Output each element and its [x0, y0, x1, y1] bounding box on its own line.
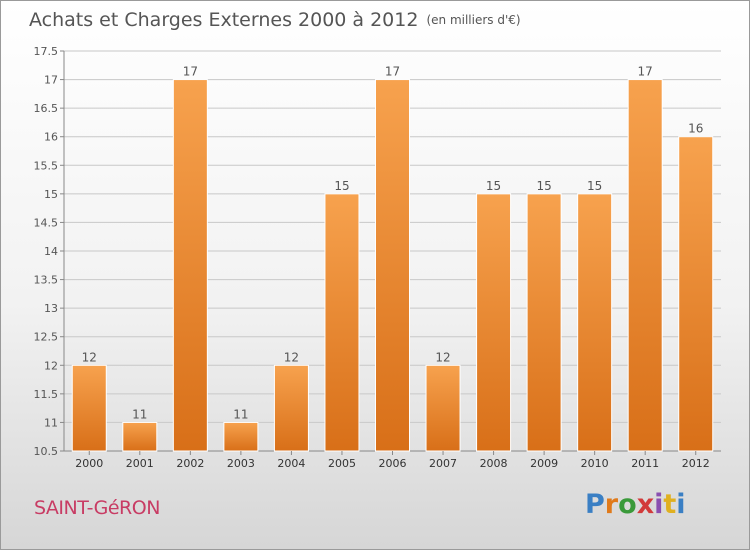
x-tick-label: 2001: [126, 457, 154, 470]
y-tick-label: 15.5: [34, 159, 59, 172]
bar: [122, 421, 158, 452]
x-tick-label: 2008: [480, 457, 508, 470]
bar-value-label: 16: [688, 122, 703, 136]
y-tick-label: 16: [44, 131, 58, 144]
bar-value-label: 12: [435, 350, 450, 364]
y-tick-label: 10.5: [34, 445, 59, 458]
chart-title-text: Achats et Charges Externes 2000 à 2012: [29, 9, 419, 31]
bar-value-label: 11: [132, 407, 147, 421]
y-tick-label: 11: [44, 416, 58, 429]
y-tick-label: 14.5: [34, 216, 59, 229]
brand-letter: t: [663, 489, 677, 520]
x-tick-label: 2002: [176, 457, 204, 470]
bar-value-label: 12: [82, 350, 97, 364]
bar: [476, 193, 512, 452]
brand-letter: i: [654, 489, 664, 520]
y-tick-label: 11.5: [34, 388, 59, 401]
y-tick-label: 15: [44, 188, 58, 201]
bar-value-label: 12: [284, 350, 299, 364]
bar: [172, 79, 208, 452]
bar: [375, 79, 410, 452]
bar: [324, 193, 360, 452]
x-tick-label: 2000: [75, 457, 103, 470]
brand-letter: o: [618, 489, 637, 520]
y-tick-label: 14: [44, 245, 58, 258]
bar: [526, 193, 562, 452]
x-tick-label: 2003: [227, 457, 255, 470]
brand-letter: x: [636, 489, 655, 520]
brand-letter: i: [676, 489, 686, 520]
place-name: SAINT-GéRON: [34, 497, 160, 519]
x-tick-label: 2004: [277, 457, 305, 470]
chart-subtitle: (en milliers d'€): [426, 13, 521, 27]
bar: [223, 421, 259, 452]
bar-value-label: 17: [638, 65, 653, 79]
bar-value-label: 15: [536, 179, 551, 193]
bar-value-label: 11: [233, 407, 248, 421]
bar: [678, 136, 714, 452]
bar-value-label: 17: [183, 65, 198, 79]
y-tick-label: 13: [44, 302, 58, 315]
brand-letter: r: [604, 489, 619, 520]
x-tick-label: 2012: [682, 457, 710, 470]
bar-value-label: 15: [587, 179, 602, 193]
y-tick-label: 16.5: [34, 102, 59, 115]
brand-letter: P: [585, 489, 605, 520]
bar: [425, 364, 461, 452]
bar: [273, 364, 309, 452]
y-tick-label: 12.5: [34, 331, 59, 344]
x-tick-label: 2010: [581, 457, 609, 470]
chart-title: Achats et Charges Externes 2000 à 2012 (e…: [29, 9, 521, 31]
bar-value-label: 15: [486, 179, 501, 193]
y-tick-label: 12: [44, 359, 58, 372]
bar-value-label: 17: [385, 65, 400, 79]
y-tick-label: 17.5: [34, 45, 59, 58]
brand-logo: Proxiti: [585, 489, 686, 520]
y-tick-label: 13.5: [34, 274, 59, 287]
y-tick-label: 17: [44, 74, 58, 87]
x-tick-label: 2006: [379, 457, 407, 470]
bar: [71, 364, 107, 452]
x-tick-label: 2005: [328, 457, 356, 470]
bar: [627, 79, 663, 452]
x-tick-label: 2011: [631, 457, 659, 470]
x-tick-label: 2009: [530, 457, 558, 470]
x-tick-label: 2007: [429, 457, 457, 470]
bar: [577, 193, 613, 452]
bar-value-label: 15: [334, 179, 349, 193]
